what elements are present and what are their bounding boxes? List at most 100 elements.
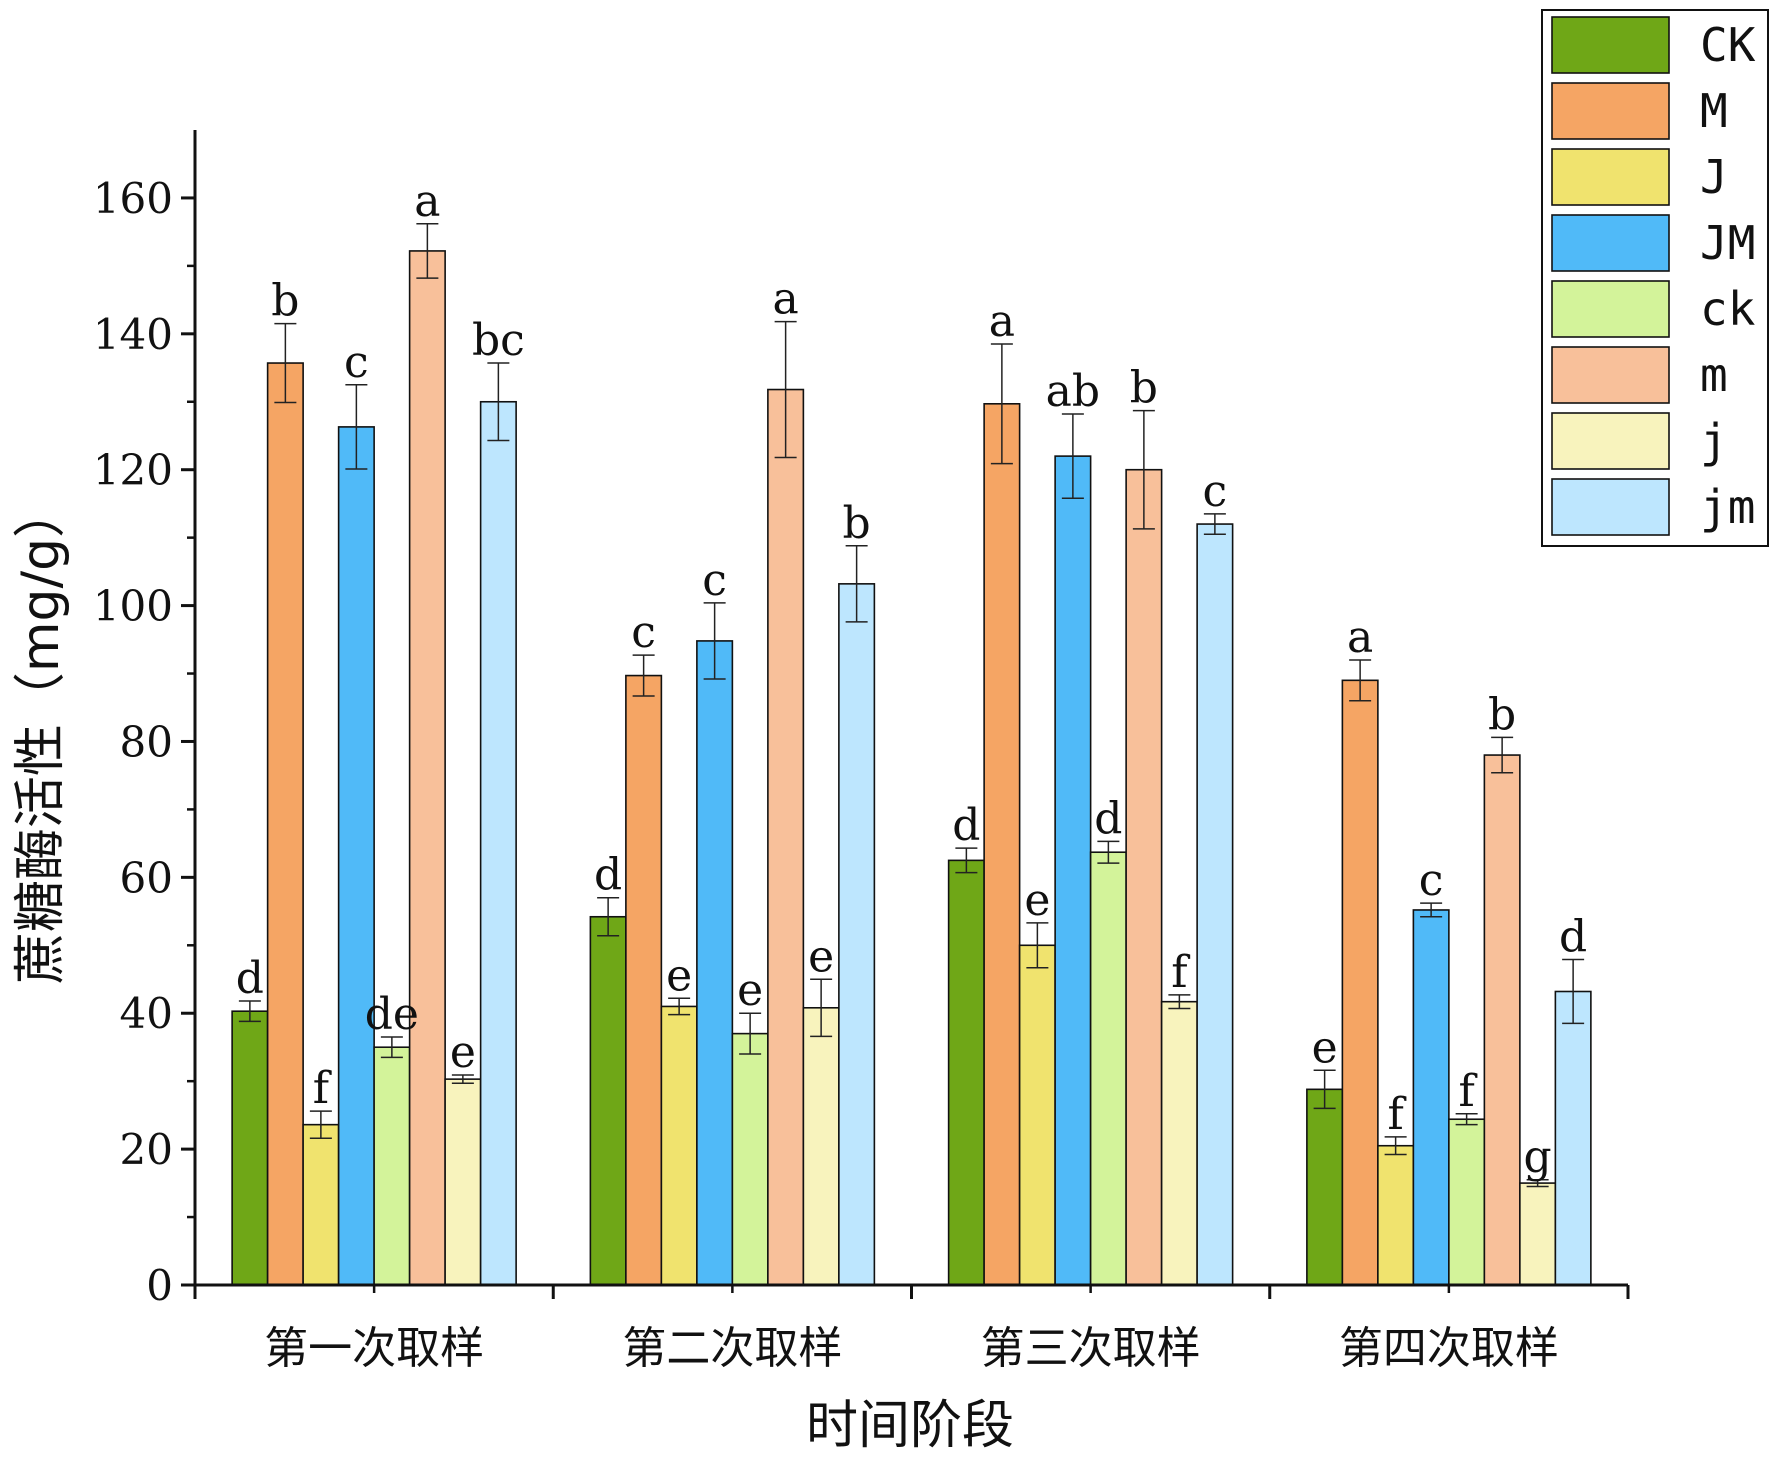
significance-letter-jm-1: bc: [472, 315, 525, 366]
legend: CK MJ JM ck mj jm: [1541, 9, 1769, 547]
error-bar-m-4: [1491, 736, 1514, 774]
significance-letter-jm-2: b: [843, 498, 871, 549]
significance-letter-j-1: e: [450, 1027, 476, 1078]
bar-m-4: [1483, 754, 1521, 1286]
bar-j-1: [444, 1078, 482, 1286]
significance-letter-m-2: a: [773, 274, 799, 325]
error-bar-J-3: [1026, 922, 1049, 969]
bar-M-3: [983, 403, 1021, 1286]
y-tick-label-120: 120: [93, 446, 173, 495]
bar-J-3: [1018, 944, 1056, 1286]
y-tick-label-100: 100: [93, 582, 173, 631]
bar-m-3: [1125, 468, 1163, 1286]
legend-label-CK: CK: [1700, 18, 1756, 72]
y-tick-label-20: 20: [120, 1125, 173, 1174]
x-tick-label-4: 第四次取样: [1339, 1323, 1559, 1374]
significance-letter-ck-2: e: [737, 965, 763, 1016]
error-bar-jm-4: [1562, 958, 1585, 1025]
error-bar-j-1: [451, 1074, 474, 1084]
error-bar-m-3: [1132, 409, 1155, 530]
error-bar-ck-2: [739, 1012, 762, 1055]
significance-letter-M-2: c: [631, 607, 656, 658]
y-tick-label-140: 140: [93, 310, 173, 359]
error-bar-ck-4: [1455, 1113, 1478, 1126]
significance-letter-j-4: g: [1524, 1132, 1552, 1183]
bar-jm-1: [479, 400, 517, 1286]
error-bar-JM-4: [1420, 902, 1443, 918]
bar-J-1: [302, 1123, 340, 1286]
error-bar-M-1: [274, 322, 297, 404]
y-tick-label-40: 40: [120, 989, 173, 1038]
legend-label-j: j: [1700, 414, 1728, 468]
bar-jm-3: [1196, 523, 1234, 1286]
x-tick-label-2: 第二次取样: [622, 1323, 842, 1374]
error-bar-ck-3: [1097, 840, 1120, 864]
significance-letter-CK-2: d: [594, 850, 622, 901]
y-tick-label-0: 0: [146, 1261, 173, 1310]
x-tick-label-3: 第三次取样: [981, 1323, 1201, 1374]
legend-swatch-jm: [1551, 478, 1670, 536]
legend-label-jm: jm: [1700, 480, 1755, 534]
legend-swatch-m: [1551, 346, 1670, 404]
bar-jm-4: [1554, 990, 1592, 1286]
legend-label-m: m: [1700, 348, 1728, 402]
significance-letter-M-4: a: [1347, 612, 1373, 663]
legend-label-JM: JM: [1700, 216, 1755, 270]
x-tick-label-1: 第一次取样: [264, 1323, 484, 1374]
bar-J-2: [660, 1005, 698, 1286]
error-bar-j-3: [1168, 994, 1191, 1010]
y-tick-label-160: 160: [93, 174, 173, 223]
bar-JM-1: [337, 426, 375, 1286]
significance-letters-layer: d b f c de a e bc d c e c e a e b d a e ab d b f c e a f c f b g d: [236, 176, 1587, 1183]
error-bar-JM-3: [1061, 413, 1084, 499]
legend-swatch-CK: [1551, 16, 1670, 74]
legend-label-ck: ck: [1700, 282, 1755, 336]
error-bar-J-1: [309, 1110, 332, 1139]
legend-swatch-M: [1551, 82, 1670, 140]
error-bar-jm-3: [1203, 513, 1226, 535]
significance-letter-CK-3: d: [952, 800, 980, 851]
significance-letter-JM-4: c: [1419, 855, 1444, 906]
bar-jm-2: [838, 583, 876, 1286]
significance-letter-JM-3: ab: [1046, 366, 1100, 417]
bar-j-4: [1519, 1182, 1557, 1286]
legend-swatch-J: [1551, 148, 1670, 206]
bar-JM-2: [696, 640, 734, 1286]
error-bar-CK-4: [1313, 1069, 1336, 1110]
error-bar-J-2: [668, 997, 691, 1016]
significance-letter-M-3: a: [989, 296, 1015, 347]
bar-J-4: [1377, 1144, 1415, 1286]
significance-letter-ck-1: de: [365, 989, 419, 1040]
significance-letter-jm-3: c: [1203, 466, 1228, 517]
significance-letter-JM-2: c: [702, 555, 727, 606]
error-bar-M-3: [990, 343, 1013, 465]
y-axis-title: 蔗糖酶活性（mg/g）: [11, 486, 71, 984]
error-bar-CK-3: [955, 847, 978, 874]
significance-letter-ck-4: f: [1458, 1066, 1477, 1117]
error-bar-JM-2: [703, 602, 726, 680]
legend-swatch-JM: [1551, 214, 1670, 272]
bar-ck-4: [1448, 1118, 1486, 1286]
significance-letter-jm-4: d: [1559, 912, 1587, 963]
error-bar-jm-2: [845, 545, 868, 623]
bar-CK-3: [947, 859, 985, 1286]
legend-swatch-ck: [1551, 280, 1670, 338]
bar-JM-4: [1412, 909, 1450, 1286]
bar-CK-4: [1306, 1088, 1344, 1286]
significance-letter-M-1: b: [271, 276, 299, 327]
error-bar-M-2: [632, 654, 655, 697]
error-bars-layer: [238, 223, 1585, 1188]
significance-letter-CK-4: e: [1312, 1022, 1338, 1073]
bar-M-1: [266, 362, 304, 1286]
error-bar-m-2: [774, 320, 797, 459]
error-bar-J-4: [1384, 1136, 1407, 1156]
error-bar-CK-1: [238, 1000, 261, 1023]
significance-letter-J-2: e: [666, 950, 692, 1001]
bars-layer: [231, 250, 1592, 1286]
ticks-layer: 0 20 40 60 80 100 120 140 160 第一次取样 第二次取样 第三次取样 第四次取…: [93, 174, 1630, 1374]
legend-swatch-j: [1551, 412, 1670, 470]
error-bar-M-4: [1349, 659, 1372, 702]
y-tick-label-60: 60: [120, 853, 173, 902]
